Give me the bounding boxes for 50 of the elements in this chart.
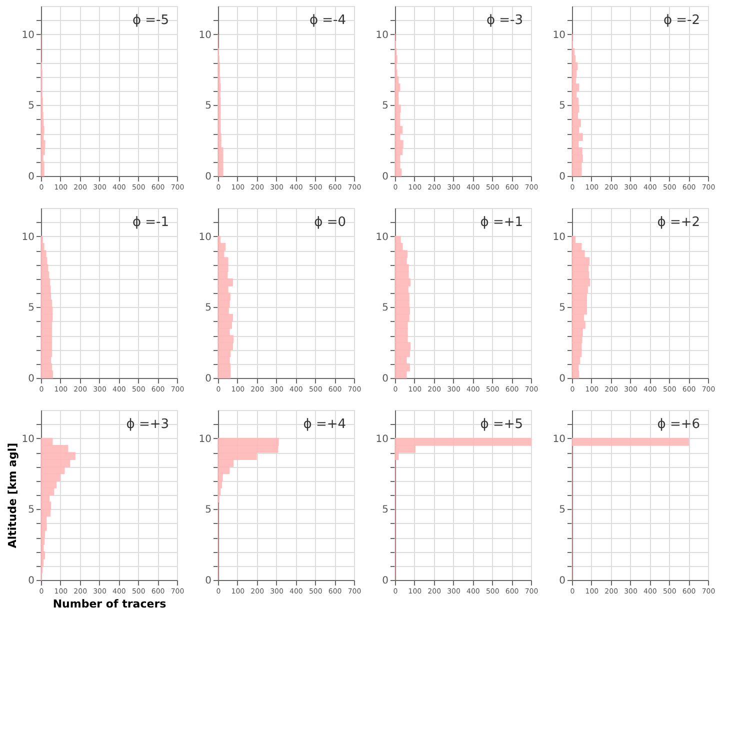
- y-tick-label: 10: [198, 232, 212, 243]
- y-tick-label: 10: [552, 434, 566, 445]
- text: ϕ =-5: [132, 13, 169, 28]
- y-tick-label: 5: [559, 504, 566, 516]
- y-tick-label: 5: [28, 100, 34, 112]
- text: ϕ =-1: [132, 215, 169, 230]
- y-tick-label: 5: [28, 302, 34, 314]
- y-tick-label: 10: [376, 30, 388, 41]
- y-tick-label: 5: [559, 100, 566, 112]
- y-tick-label: 0: [205, 172, 212, 182]
- y-tick-label: 10: [22, 30, 34, 41]
- y-tick-label: 5: [382, 100, 388, 112]
- y-tick-label: 5: [382, 504, 388, 516]
- text: ϕ =+6: [657, 417, 700, 432]
- y-tick-label: 10: [22, 434, 34, 445]
- y-tick-label: 0: [205, 374, 212, 384]
- y-tick-label: 5: [205, 100, 212, 112]
- y-tick-label: 10: [552, 30, 566, 41]
- y-tick-label: 0: [559, 576, 566, 586]
- text: ϕ =+2: [657, 215, 700, 230]
- y-tick-label: 5: [382, 302, 388, 314]
- y-tick-label: 5: [28, 504, 34, 516]
- y-tick-label: 10: [552, 232, 566, 243]
- y-tick-label: 10: [198, 30, 212, 41]
- text: ϕ =+4: [303, 417, 346, 432]
- y-tick-label: 10: [198, 434, 212, 445]
- text: ϕ =0: [314, 215, 346, 230]
- text: ϕ =-3: [486, 13, 523, 28]
- y-tick-label: 0: [205, 576, 212, 586]
- y-tick-label: 0: [28, 576, 34, 586]
- y-tick-label: 0: [382, 374, 388, 384]
- text: ϕ =+5: [480, 417, 523, 432]
- text: ϕ =+1: [480, 215, 523, 230]
- y-axis-title: Altitude [km agl]: [6, 442, 19, 548]
- y-tick-label: 0: [28, 374, 34, 384]
- text: ϕ =-2: [663, 13, 700, 28]
- text: ϕ =-4: [309, 13, 346, 28]
- y-tick-label: 0: [382, 576, 388, 586]
- x-axis-title: Number of tracers: [52, 598, 167, 610]
- y-tick-label: 0: [559, 172, 566, 182]
- y-tick-label: 0: [559, 374, 566, 384]
- y-tick-label: 10: [376, 434, 388, 445]
- text: ϕ =+3: [126, 417, 169, 432]
- y-tick-label: 5: [205, 302, 212, 314]
- y-tick-label: 0: [382, 172, 388, 182]
- y-tick-label: 0: [28, 172, 34, 182]
- y-tick-label: 10: [22, 232, 34, 243]
- y-tick-label: 5: [559, 302, 566, 314]
- y-tick-label: 5: [205, 504, 212, 516]
- y-tick-label: 10: [376, 232, 388, 243]
